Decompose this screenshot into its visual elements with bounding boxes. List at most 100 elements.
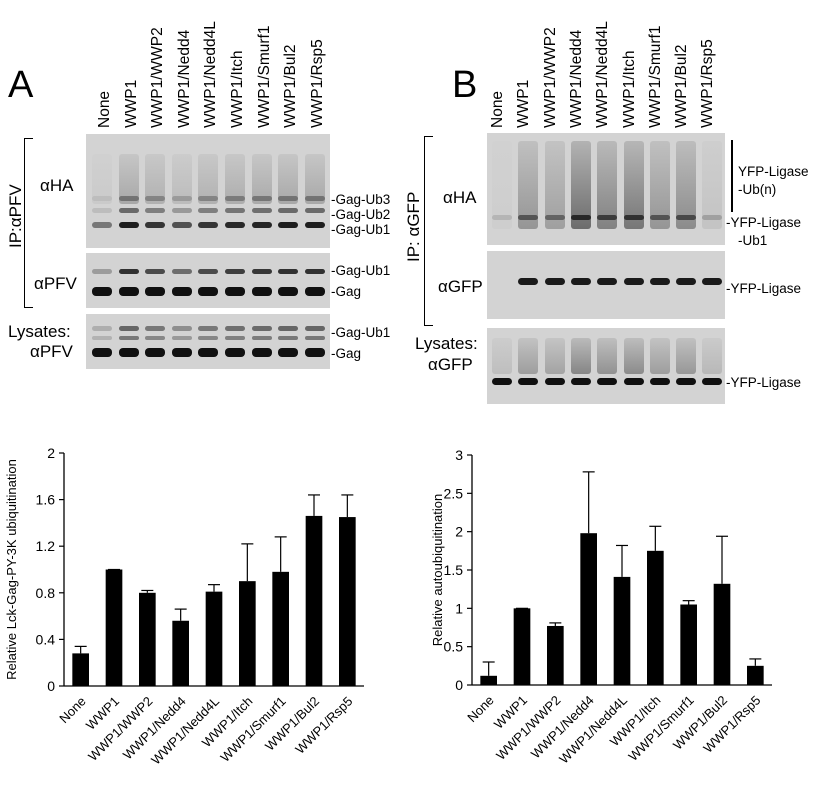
panel-a-marker-lys-gag-ub1: -Gag-Ub1 [331,325,391,340]
blot-band [171,336,192,340]
panel-b-gfp-ip-blot [487,251,725,319]
blot-band [118,196,139,201]
blot-band [198,287,219,296]
blot-band [198,348,219,357]
blot-band [118,222,139,228]
bar [205,591,223,686]
y-axis-label: Relative Lck-Gag-PY-3K ubiquitination [4,459,19,680]
blot-band [225,326,245,331]
y-tick-label: 0.4 [36,631,56,647]
blot-band [304,326,325,331]
blot-band [145,222,166,228]
bar [513,608,531,685]
panel-a-lane-label: WWP1/Bul2 [282,44,300,128]
blot-band [198,208,219,213]
blot-smear [492,338,512,374]
blot-band [544,378,565,385]
panel-b-ha-blot [487,133,725,245]
blot-band [145,196,166,201]
panel-b-bar-chart: 0 0.5 1 1.5 2 2.5 3 Relative autoubiquitination… [430,447,772,766]
blot-band [649,278,670,285]
blot-band [225,269,245,274]
panel-b-lysate-label: Lysates: [415,334,478,353]
panel-a-marker-ip-gag: -Gag [331,284,362,299]
panel-a-bar-chart: 0 0.4 0.8 1.2 1.6 2 Relative Lck-Gag-PY-3K ubi… [4,445,364,767]
panel-a-lysate-antibody: αPFV [30,342,73,361]
bar [613,576,631,685]
bar [713,583,731,685]
blot-band [649,215,670,220]
blot-band [198,196,219,201]
panel-b-lane-label: WWP1/Bul2 [673,44,691,128]
blot-band [304,196,325,201]
panel-b-lane-label: None [489,90,506,128]
blot-band [118,348,139,357]
blot-smear [492,141,512,229]
panel-a-lysate-blot [86,314,330,369]
blot-band [278,287,299,296]
blot-band [649,378,670,385]
bar [680,604,697,685]
blot-band [171,222,192,228]
blot-band [251,326,272,331]
blot-band [118,336,139,340]
blot-smear [676,338,697,374]
blot-band [570,215,591,220]
blot-band [145,287,166,296]
y-tick-label: 2 [455,524,463,540]
blot-band [225,196,245,201]
panel-b-marker-ligase-ub1-2: -Ub1 [738,233,768,248]
blot-band [304,208,325,213]
panel-b-marker-ligase-ubn-1: YFP-Ligase [738,164,809,179]
blot-band [544,278,565,285]
blot-band [251,196,272,201]
blot-band [145,269,166,274]
blot-band [304,287,325,296]
panel-b-lane-label: WWP1/Rsp5 [699,39,717,128]
bar [305,515,323,686]
panel-b-marker-ip-ligase: -YFP-Ligase [726,281,802,296]
blot-band [92,326,112,331]
blot-smear [623,338,644,374]
panel-a-marker-ip-gag-ub1: -Gag-Ub1 [331,263,391,278]
bar [547,625,564,685]
panel-b-lane-label: WWP1/Nedd4 [567,29,585,128]
panel-a-marker-gag-ub1: -Gag-Ub1 [331,222,391,237]
blot-band [304,269,325,274]
blot-band [597,378,618,385]
blot-smear [278,154,299,204]
blot-band [171,196,192,201]
y-axis-label: Relative autoubiquitination [430,494,445,647]
blot-band [145,348,166,357]
panel-b-ip-bracket [424,136,433,326]
panel-b-marker-ligase-ubn-2: -Ub(n) [738,182,777,197]
y-tick-label: 1.6 [36,492,56,508]
blot-band [702,278,723,285]
blot-band [518,215,539,220]
blot-band [171,208,192,213]
bar [580,533,597,685]
panel-a-marker-gag-ub2: -Gag-Ub2 [331,207,391,222]
bar [239,581,256,686]
panel-b-lane-label: WWP1 [515,79,533,128]
blot-band [278,326,299,331]
blot-band [304,348,325,357]
blot-band [92,196,112,201]
blot-band [623,378,644,385]
blot-band [278,336,299,340]
panel-a-blot2-antibody: αPFV [34,274,77,293]
blot-band [145,336,166,340]
panel-b-blot2-antibody: αGFP [438,277,483,296]
blot-band [676,278,697,285]
panel-b-ubn-bracket-line [731,140,733,212]
blot-band [278,196,299,201]
blot-smear [544,141,565,229]
blot-band [251,348,272,357]
panel-b-lane-label: WWP1/Smurf1 [646,25,664,128]
panel-a-lane-label: WWP1/Itch [229,50,246,128]
panel-b-ip-label: IP: αGFP [404,191,423,262]
panel-a-lane-label: WWP1 [122,79,140,128]
blot-band [702,215,723,220]
blot-band [597,278,618,285]
blot-smear [198,154,219,204]
